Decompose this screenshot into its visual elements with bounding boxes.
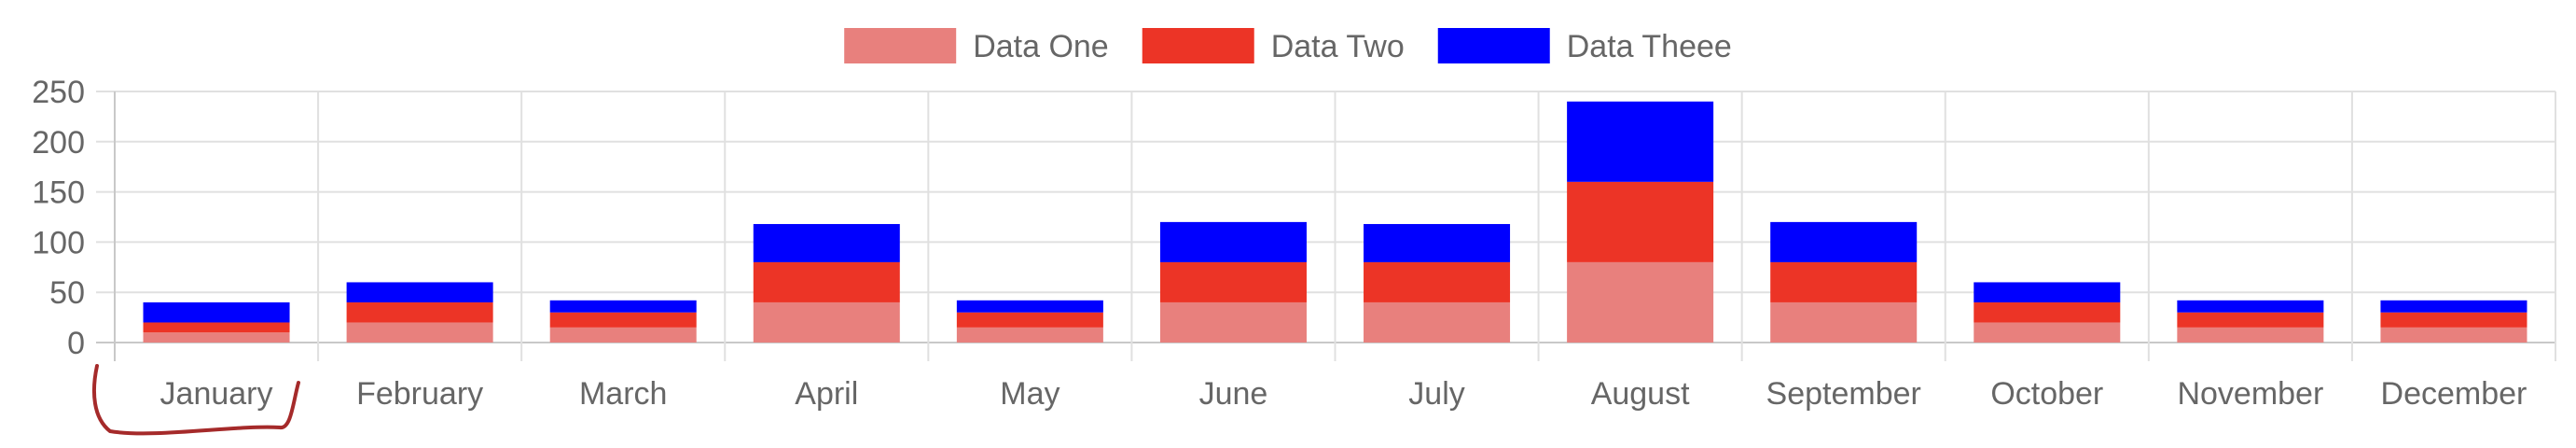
bar-data-theee-january[interactable] — [143, 301, 290, 323]
x-tick-label: July — [1408, 376, 1464, 412]
legend: Data One Data Two Data Theee — [844, 28, 1732, 64]
x-tick-label: June — [1199, 376, 1268, 412]
bar-data-one-october[interactable] — [1974, 322, 2121, 343]
bar-data-theee-october[interactable] — [1974, 282, 2121, 302]
legend-item[interactable]: Data Two — [1142, 28, 1405, 64]
bar-data-two-november[interactable] — [2177, 312, 2324, 328]
bar-data-one-january[interactable] — [143, 332, 290, 343]
bar-data-theee-march[interactable] — [549, 300, 697, 313]
legend-label: Data Two — [1271, 29, 1405, 64]
bar-data-two-april[interactable] — [753, 261, 900, 302]
bar-data-two-march[interactable] — [549, 312, 697, 328]
bar-data-one-june[interactable] — [1159, 301, 1307, 343]
x-tick-label: October — [1990, 376, 2103, 412]
x-axis: January February March April May June July Augu… — [160, 376, 2528, 412]
bar-data-one-august[interactable] — [1567, 261, 1714, 343]
bar-data-two-june[interactable] — [1159, 261, 1307, 302]
x-tick-label: March — [579, 376, 667, 412]
y-tick-label: 200 — [32, 125, 85, 161]
bar-data-theee-may[interactable] — [956, 300, 1103, 313]
bar-data-theee-july[interactable] — [1364, 224, 1511, 262]
bar-data-theee-february[interactable] — [346, 282, 493, 302]
bar-data-one-may[interactable] — [956, 327, 1103, 343]
bar-data-theee-september[interactable] — [1770, 221, 1918, 262]
legend-item[interactable]: Data Theee — [1437, 28, 1732, 64]
bar-data-two-october[interactable] — [1974, 301, 2121, 323]
legend-swatch — [1437, 28, 1550, 63]
chart-grid — [96, 91, 2556, 361]
x-tick-label: November — [2177, 376, 2323, 412]
bar-data-two-february[interactable] — [346, 301, 493, 323]
bar-data-one-march[interactable] — [549, 327, 697, 343]
bar-data-two-january[interactable] — [143, 322, 290, 333]
bar-data-theee-november[interactable] — [2177, 300, 2324, 313]
bar-data-two-may[interactable] — [956, 312, 1103, 328]
legend-swatch — [1142, 28, 1254, 63]
bar-data-theee-december[interactable] — [2380, 300, 2528, 313]
bar-data-one-november[interactable] — [2177, 327, 2324, 343]
bar-data-one-september[interactable] — [1770, 301, 1918, 343]
bar-data-two-august[interactable] — [1567, 181, 1714, 262]
bar-data-two-september[interactable] — [1770, 261, 1918, 302]
bar-data-two-july[interactable] — [1364, 261, 1511, 302]
y-tick-label: 100 — [32, 225, 85, 260]
x-tick-label: January — [160, 376, 273, 412]
bar-data-theee-april[interactable] — [753, 224, 900, 262]
legend-label: Data One — [973, 29, 1109, 64]
x-tick-label: December — [2381, 376, 2528, 412]
bar-data-one-december[interactable] — [2380, 327, 2528, 343]
y-tick-label: 150 — [32, 175, 85, 211]
annotation — [91, 364, 300, 436]
legend-label: Data Theee — [1567, 29, 1732, 64]
chart-bars — [143, 101, 2528, 343]
x-tick-label: September — [1766, 376, 1921, 412]
bar-data-theee-june[interactable] — [1159, 221, 1307, 262]
y-tick-label: 0 — [67, 326, 85, 361]
legend-item[interactable]: Data One — [844, 28, 1109, 64]
bar-data-theee-august[interactable] — [1567, 101, 1714, 182]
x-tick-label: February — [356, 376, 483, 412]
bar-data-one-july[interactable] — [1364, 301, 1511, 343]
x-tick-label: August — [1591, 376, 1690, 412]
bar-data-one-february[interactable] — [346, 322, 493, 343]
x-tick-label: May — [1000, 376, 1059, 412]
y-tick-label: 250 — [32, 75, 85, 110]
x-tick-label: April — [795, 376, 858, 412]
bar-data-one-april[interactable] — [753, 301, 900, 343]
handwritten-underline-annotation — [91, 364, 300, 436]
legend-swatch — [844, 28, 957, 63]
bar-data-two-december[interactable] — [2380, 312, 2528, 328]
y-axis: 0 50 100 150 200 250 — [32, 75, 85, 361]
y-tick-label: 50 — [49, 275, 85, 311]
